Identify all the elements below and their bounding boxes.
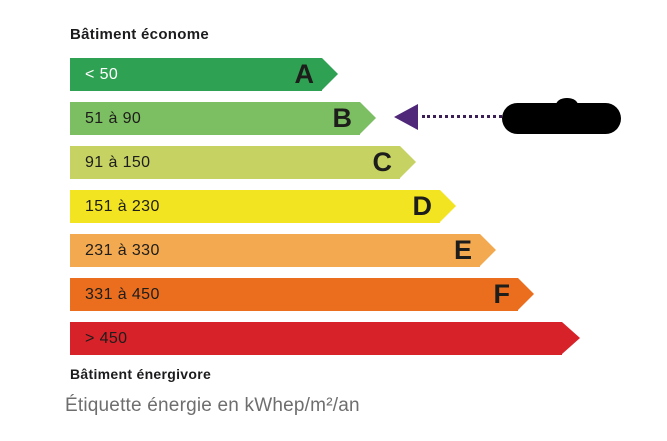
energy-class-bar-f-arrow-tip: [518, 278, 534, 310]
energy-class-bar-a-body: < 50 A: [70, 58, 322, 91]
energy-class-bar-g: > 450: [70, 322, 580, 355]
energy-class-bar-e-arrow-tip: [480, 234, 496, 266]
energy-class-e-range-label: 231 à 330: [85, 241, 160, 259]
energy-class-f-letter: F: [493, 279, 511, 309]
redacted-value-marker: [502, 98, 621, 134]
economical-building-label: Bâtiment économe: [70, 26, 209, 43]
energy-class-b-letter: B: [332, 103, 353, 133]
energy-class-bar-c-arrow-tip: [400, 146, 416, 178]
energy-class-c-range-label: 91 à 150: [85, 153, 151, 171]
energy-class-bar-g-arrow-tip: [562, 322, 580, 354]
energy-class-bar-f: 331 à 450 F: [70, 278, 534, 311]
energy-class-bar-c: 91 à 150 C: [70, 146, 416, 179]
energy-class-bar-d-arrow-tip: [440, 190, 456, 222]
energy-class-bar-b-body: 51 à 90 B: [70, 102, 360, 135]
indicator-dotted-line: [422, 115, 502, 118]
energy-intensive-building-label: Bâtiment énergivore: [70, 366, 212, 382]
energy-class-b-range-label: 51 à 90: [85, 109, 142, 127]
energy-class-e-letter: E: [453, 235, 472, 265]
energy-class-bar-b-arrow-tip: [360, 102, 376, 134]
energy-class-a-range-label: < 50: [85, 65, 119, 83]
energy-class-bar-a: < 50 A: [70, 58, 338, 91]
energy-class-c-letter: C: [372, 147, 393, 177]
energy-class-a-letter: A: [294, 59, 315, 89]
energy-class-bar-a-arrow-tip: [322, 58, 338, 90]
energy-label-caption: Étiquette énergie en kWhep/m²/an: [65, 395, 360, 416]
energy-class-bar-e-body: 231 à 330 E: [70, 234, 480, 267]
energy-class-bar-g-body: > 450: [70, 322, 562, 355]
energy-class-bar-d-body: 151 à 230 D: [70, 190, 440, 223]
energy-class-bar-d: 151 à 230 D: [70, 190, 456, 223]
energy-class-d-range-label: 151 à 230: [85, 197, 160, 215]
energy-class-bar-e: 231 à 330 E: [70, 234, 496, 267]
energy-class-g-range-label: > 450: [85, 329, 128, 347]
current-class-indicator-arrow-icon: [394, 104, 418, 130]
energy-class-bar-f-body: 331 à 450 F: [70, 278, 518, 311]
energy-class-d-letter: D: [412, 191, 433, 221]
energy-class-bar-c-body: 91 à 150 C: [70, 146, 400, 179]
energy-class-f-range-label: 331 à 450: [85, 285, 160, 303]
energy-class-bar-b: 51 à 90 B: [70, 102, 376, 135]
